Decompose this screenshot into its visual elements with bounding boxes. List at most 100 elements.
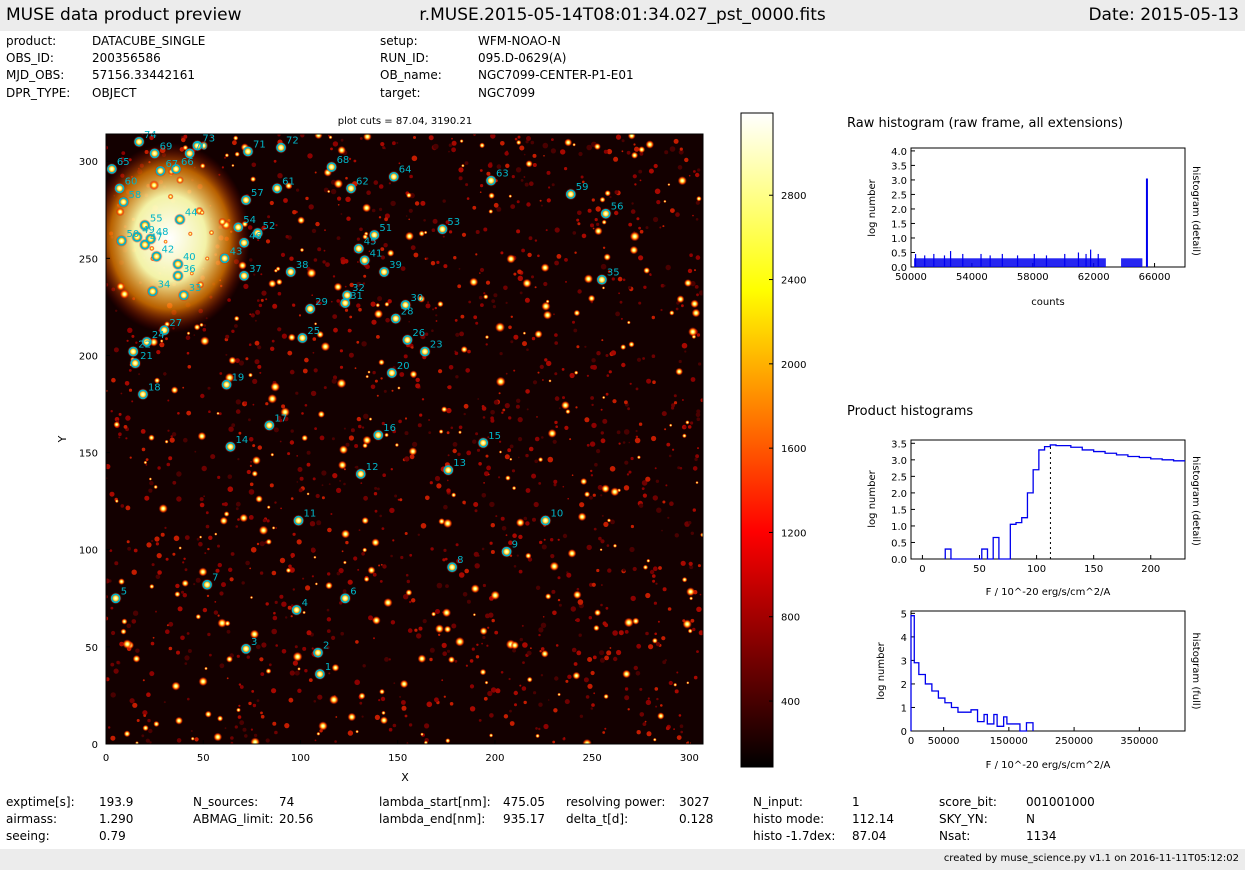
noise-speck [635,429,638,433]
noise-speck [553,479,558,484]
noise-speck [335,716,338,718]
field-star [612,543,618,548]
noise-speck [420,334,426,340]
noise-speck [272,721,277,726]
source-id: 28 [401,307,414,318]
noise-speck [538,702,543,707]
raw-hist-ylabel: log number [867,178,878,236]
noise-speck [182,561,185,564]
noise-speck [273,427,279,433]
source-marker: 21 [130,351,153,369]
image-title: plot cuts = 87.04, 3190.21 [338,116,472,127]
noise-speck [259,371,262,374]
noise-speck [671,403,676,408]
noise-speck [331,378,337,384]
noise-speck [493,202,499,208]
noise-speck [186,410,192,416]
noise-speck [527,252,532,258]
noise-speck [330,147,333,151]
noise-speck [519,145,525,151]
noise-speck [114,561,119,566]
noise-speck [194,737,199,742]
source-circle [243,146,253,157]
noise-speck [695,255,701,260]
noise-speck [660,704,663,707]
source-circle [315,669,325,679]
noise-speck [173,535,180,542]
source-circle [221,379,232,390]
noise-speck [648,168,654,174]
noise-speck [465,368,471,373]
field-star [153,720,160,728]
noise-speck [401,705,407,711]
y-tick-label: 0.0 [891,263,907,274]
source-marker: 58 [118,190,142,207]
noise-speck [111,630,116,636]
noise-speck [667,607,672,611]
noise-speck [163,701,166,704]
noise-speck [252,403,255,406]
field-star [178,546,182,550]
noise-speck [308,678,313,682]
noise-speck [540,622,547,628]
source-circle [387,368,397,378]
field-star [387,249,395,257]
field-star [336,378,347,389]
noise-speck [546,198,551,203]
field-star [488,192,495,199]
noise-speck [622,278,626,282]
noise-speck [296,481,299,483]
noise-speck [390,554,393,558]
noise-speck [281,404,286,409]
noise-speck [690,377,696,382]
noise-speck [507,448,512,453]
noise-speck [622,441,626,444]
noise-speck [464,161,469,166]
field-star [657,712,665,720]
noise-speck [127,546,131,551]
field-star [603,693,609,700]
noise-speck [380,142,385,147]
noise-speck [363,413,369,419]
source-id: 50 [127,229,140,240]
noise-speck [681,424,687,430]
noise-speck [358,529,361,531]
field-star [574,370,579,375]
noise-speck [604,727,607,730]
noise-speck [594,218,598,222]
noise-speck [429,481,433,485]
noise-speck [349,282,354,288]
noise-speck [290,497,294,500]
noise-speck [662,500,666,504]
stat-key: score_bit: [939,795,997,809]
noise-speck [285,235,289,239]
x-tick-label: 50 [973,564,986,575]
noise-speck [292,588,295,591]
noise-speck [601,584,603,586]
noise-speck [142,710,148,716]
noise-speck [411,598,416,603]
field-star [199,322,204,328]
source-circle [443,465,454,475]
source-id: 34 [158,279,171,290]
noise-speck [290,552,296,558]
noise-speck [557,538,560,541]
noise-speck [567,674,572,679]
source-marker: 9 [501,540,518,557]
stat-value: 001001000 [1026,795,1095,809]
source-marker: 57 [241,188,264,205]
noise-speck [235,501,241,507]
source-marker: 49 [132,225,155,242]
noise-speck [242,727,247,732]
source-marker: 26 [402,328,425,345]
noise-speck [638,503,644,508]
noise-speck [653,216,659,223]
source-id: 58 [129,190,142,201]
noise-speck [368,250,371,253]
noise-speck [658,566,662,570]
noise-speck [186,632,190,635]
source-circle [389,171,399,182]
noise-speck [252,444,256,448]
noise-speck [435,314,438,317]
noise-speck [235,525,239,528]
